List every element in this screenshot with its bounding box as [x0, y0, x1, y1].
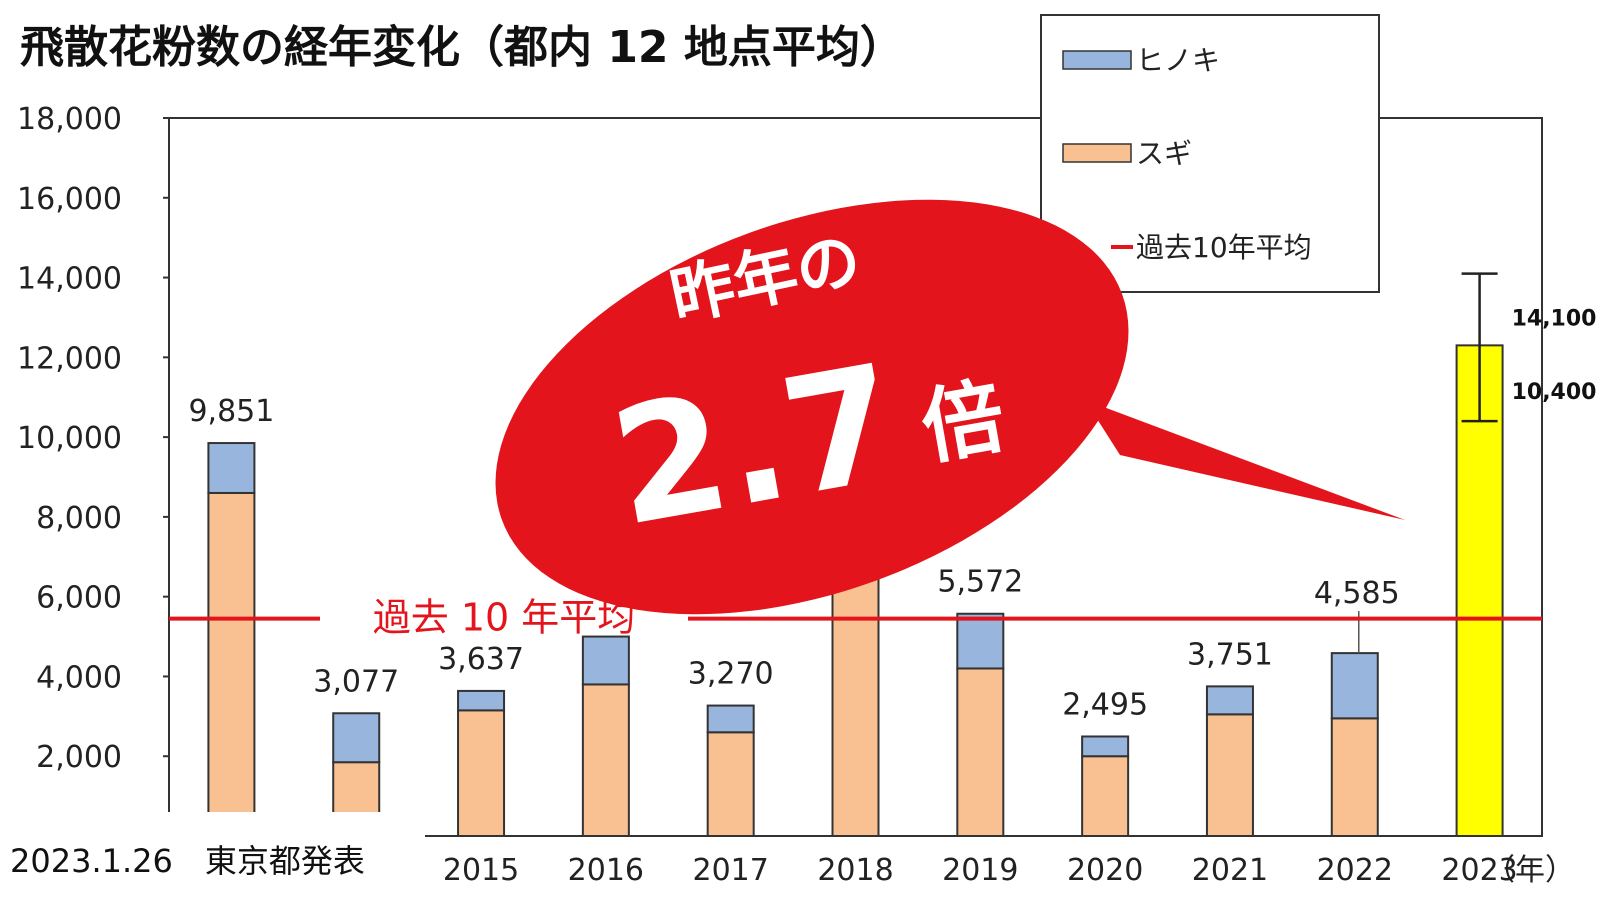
bar-series — [207, 272, 1504, 838]
y-tick-label: 18,000 — [17, 102, 122, 137]
average-line-label: 過去 10 年平均 — [373, 596, 636, 640]
bar-hinoki-2013 — [207, 442, 256, 494]
bar-sugi-2018 — [831, 567, 880, 837]
bar-hinoki-2022 — [1330, 652, 1379, 720]
x-tick-label: 2023 — [1441, 853, 1517, 888]
legend: ヒノキ スギ 過去10年平均 — [1040, 14, 1380, 293]
y-tick-label: 2,000 — [36, 740, 122, 775]
x-tick-label: 2021 — [1192, 853, 1268, 888]
footnote: 2023.1.26 東京都発表 — [10, 842, 365, 880]
x-axis-unit: （年） — [1485, 853, 1575, 888]
bar-hinoki-2015 — [457, 689, 506, 712]
bar-sugi-2015 — [457, 709, 506, 837]
callout-unit: 倍 — [915, 369, 1012, 477]
bar-hinoki-2016 — [581, 635, 630, 686]
data-labels: 9,851 3,077 3,637 3,270 5,572 2,495 3,751 4,585 — [188, 394, 1399, 722]
data-label-2014: 3,077 — [313, 664, 399, 699]
callout-bubble: 昨年の 2.7 倍 — [495, 199, 1405, 615]
legend-swatch-hinoki — [1062, 50, 1132, 70]
x-tick-label: 2015 — [443, 853, 519, 888]
x-tick-label: 2018 — [817, 853, 893, 888]
data-label-2019: 5,572 — [937, 565, 1023, 600]
x-tick-label: 2016 — [568, 853, 644, 888]
x-axis: 4201520162017201820192020202120222023（年） — [347, 853, 1575, 888]
y-tick-label: 8,000 — [36, 501, 122, 536]
y-tick-label: 14,000 — [17, 262, 122, 297]
x-tick-label: 2020 — [1067, 853, 1143, 888]
y-axis: 2,000 4,000 6,000 8,000 10,000 12,000 14,000 16… — [17, 102, 169, 775]
bar-sugi-2017 — [706, 731, 755, 837]
y-tick-label: 16,000 — [17, 182, 122, 217]
bar-sugi-2013 — [207, 491, 256, 837]
callout-body — [495, 199, 1129, 615]
forecast-range-low-label: 10,400 — [1512, 380, 1597, 405]
bar-hinoki-2021 — [1205, 685, 1254, 716]
legend-label-sugi: スギ — [1136, 137, 1192, 170]
footnote-background — [0, 812, 425, 900]
legend-label-hinoki: ヒノキ — [1136, 44, 1220, 77]
y-tick-label: 12,000 — [17, 341, 122, 376]
bar-sugi-2016 — [581, 683, 630, 838]
x-tick-label: 2019 — [942, 853, 1018, 888]
bar-hinoki-2017 — [706, 704, 755, 734]
y-tick-label: 4,000 — [36, 660, 122, 695]
data-label-2021: 3,751 — [1187, 637, 1273, 672]
bar-hinoki-2019 — [956, 612, 1005, 670]
y-tick-label: 6,000 — [36, 581, 122, 616]
average-line-group: 過去 10 年平均 — [169, 596, 1542, 640]
callout-tail — [1085, 400, 1405, 520]
bar-sugi-2019 — [956, 667, 1005, 838]
x-tick-label: 2022 — [1317, 853, 1393, 888]
data-label-2022: 4,585 — [1314, 576, 1400, 611]
legend-label-average: 過去10年平均 — [1136, 231, 1312, 264]
bar-sugi-2021 — [1205, 713, 1254, 837]
bar-sugi-2022 — [1330, 717, 1379, 837]
bar-sugi-2020 — [1081, 755, 1130, 838]
legend-swatch-sugi — [1062, 143, 1132, 163]
data-label-2017: 3,270 — [688, 657, 774, 692]
bar-hinoki-2020 — [1081, 735, 1130, 758]
x-tick-label: 2017 — [693, 853, 769, 888]
data-label-2015: 3,637 — [438, 642, 524, 677]
data-label-2020: 2,495 — [1062, 687, 1148, 722]
forecast-range-high-label: 14,100 — [1512, 307, 1597, 332]
y-tick-label: 10,000 — [17, 421, 122, 456]
data-label-2013: 9,851 — [188, 394, 274, 429]
bar-hinoki-2014 — [332, 712, 381, 764]
chart-title: 飛散花粉数の経年変化（都内 12 地点平均） — [20, 22, 904, 73]
